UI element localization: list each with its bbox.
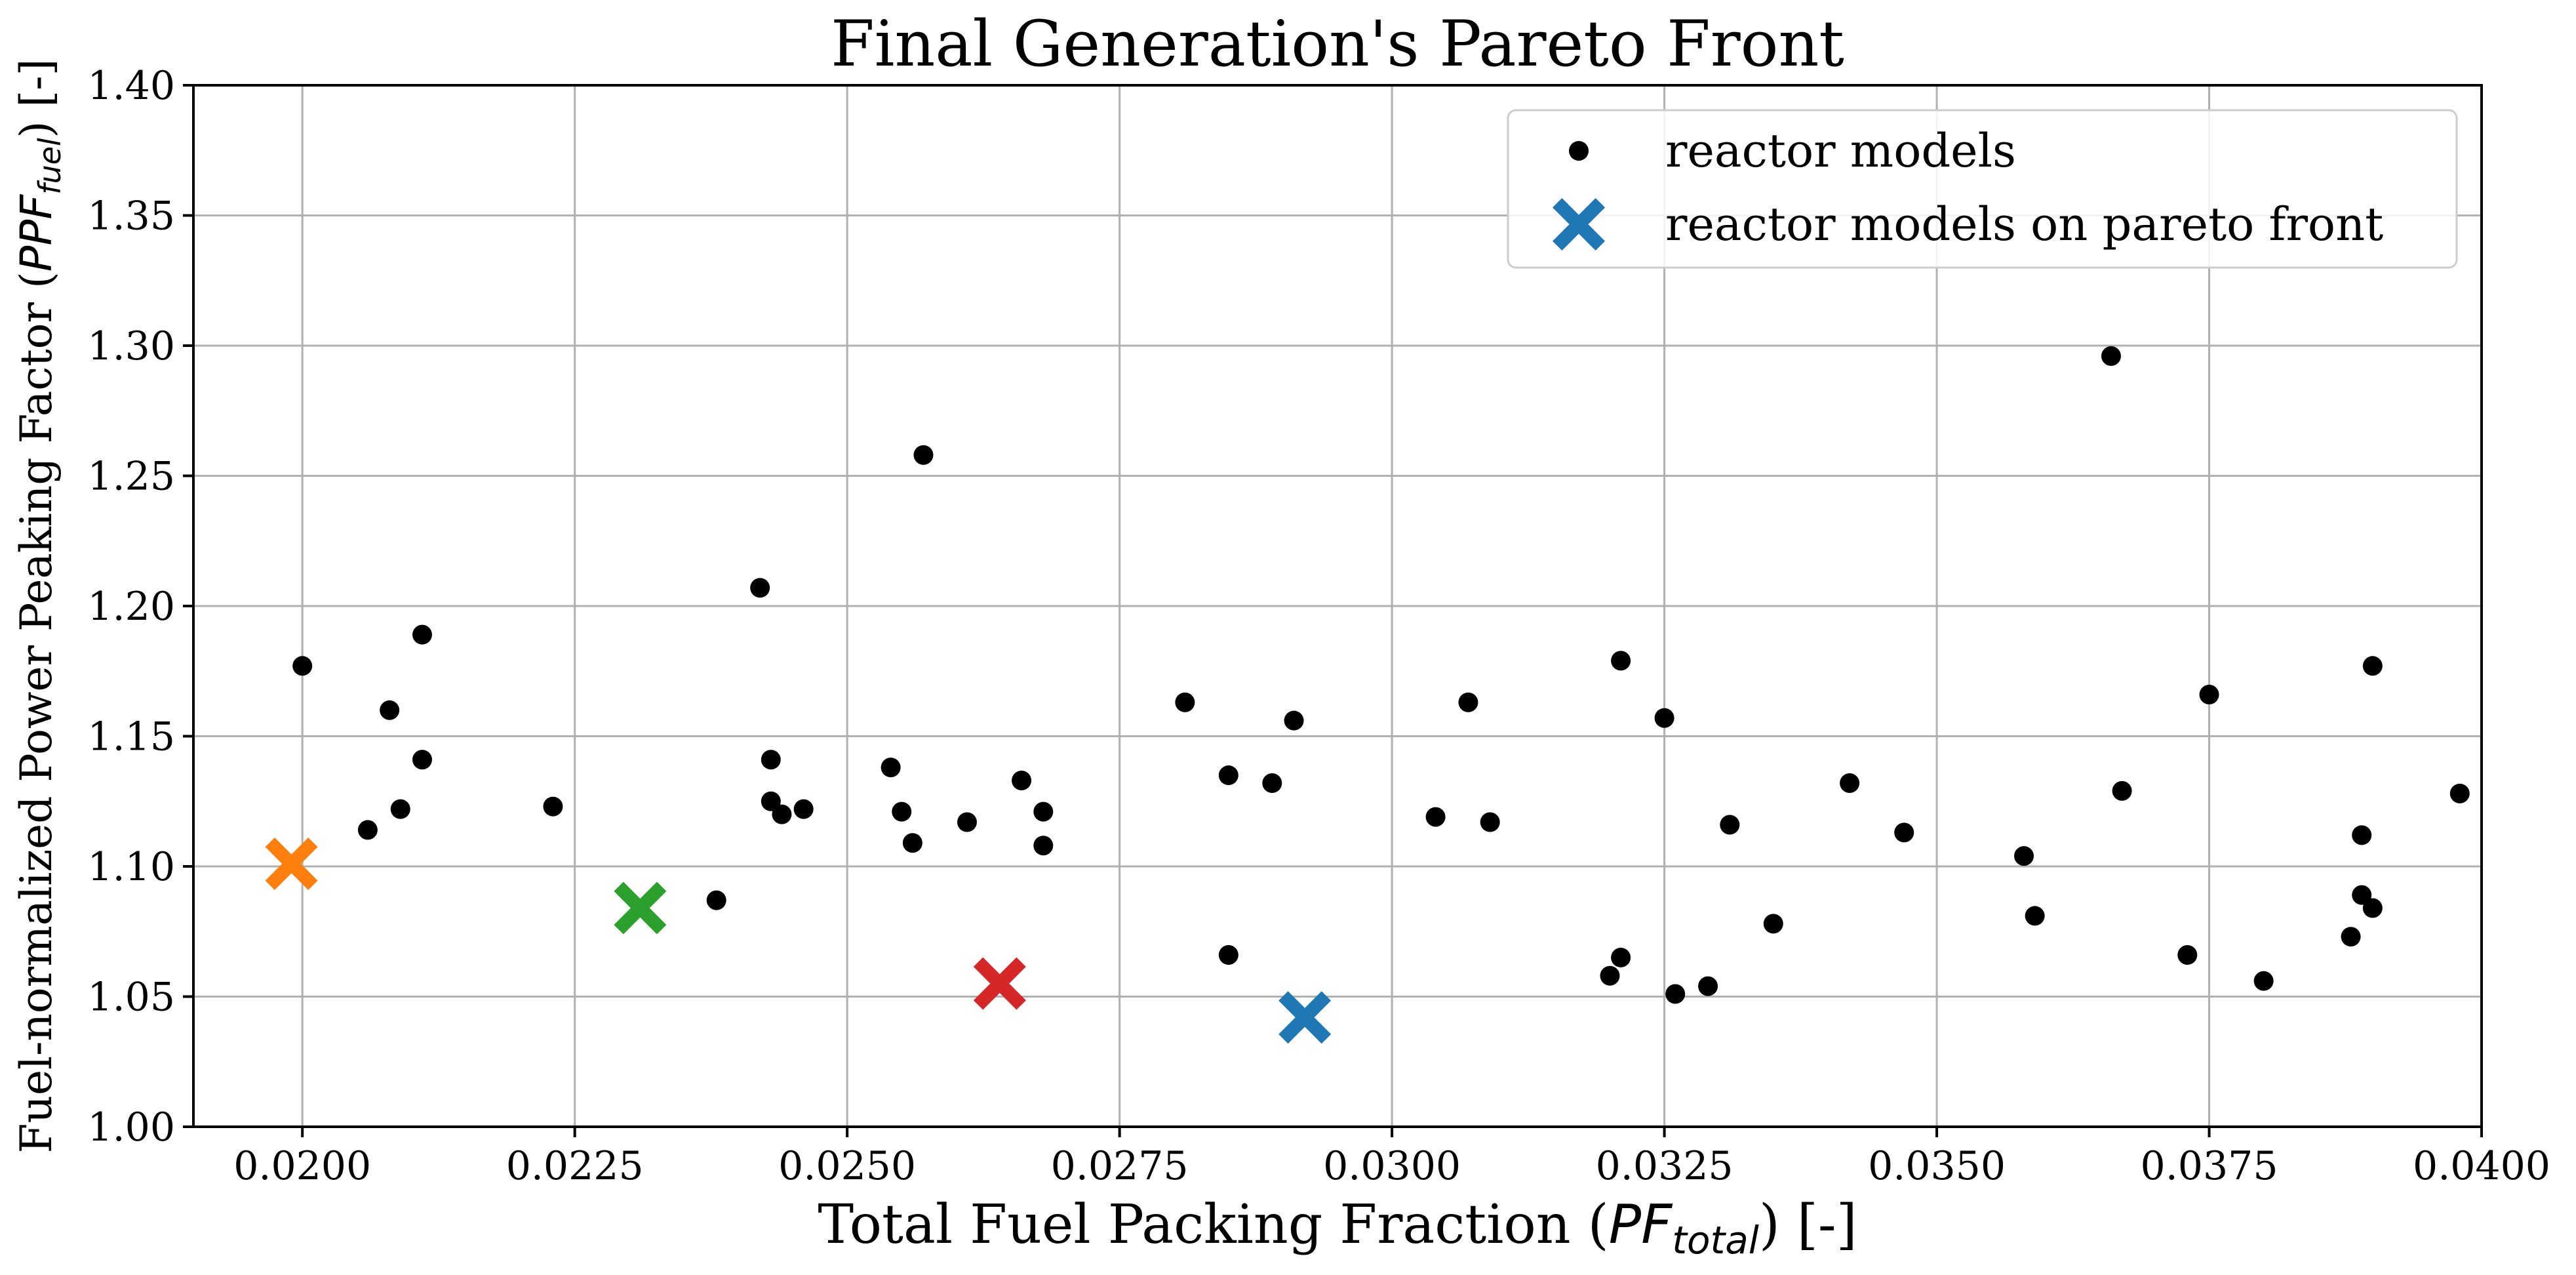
legend-x-marker: [1553, 198, 1605, 251]
reactor-model-point: [2101, 346, 2121, 366]
x-tick-label: 0.0275: [1051, 1143, 1189, 1189]
plot-frame: [192, 84, 2483, 1128]
reactor-model-point: [1218, 765, 1238, 786]
x-tick-label: 0.0325: [1596, 1143, 1734, 1189]
pareto-front-point: [265, 838, 318, 891]
reactor-model-point: [412, 624, 432, 645]
y-axis-label: Fuel-normalized Power Peaking Factor (PP…: [11, 59, 68, 1154]
reactor-model-point: [1611, 947, 1631, 967]
legend-dot-marker: [1569, 141, 1589, 161]
reactor-model-point: [761, 750, 781, 770]
reactor-model-point: [2177, 944, 2198, 965]
reactor-model-point: [390, 799, 410, 819]
reactor-model-point: [892, 801, 912, 822]
reactor-model-point: [2352, 885, 2372, 905]
reactor-model-point: [1458, 692, 1478, 712]
reactor-model-point: [1284, 710, 1304, 731]
y-tick-label: 1.20: [87, 584, 175, 630]
legend-label: reactor models: [1665, 124, 2016, 178]
reactor-model-point: [543, 796, 563, 817]
reactor-model-point: [2199, 684, 2219, 704]
reactor-model-point: [706, 890, 726, 910]
reactor-model-point: [380, 700, 400, 720]
reactor-model-point: [1840, 773, 1860, 793]
reactor-model-point: [1262, 773, 1282, 793]
x-tick-label: 0.0300: [1323, 1143, 1461, 1189]
reactor-model-point: [292, 656, 313, 676]
reactor-model-point: [1600, 965, 1620, 986]
data-points: [265, 346, 2470, 1044]
axis-ticks: 0.0200 0.0225 0.0250 0.0275 0.0300 0.0325 0.03…: [87, 63, 2550, 1189]
y-tick-label: 1.25: [87, 454, 175, 500]
reactor-model-point: [1175, 692, 1195, 712]
reactor-model-point: [2112, 780, 2132, 801]
reactor-model-point: [793, 799, 814, 819]
legend-box: [1507, 109, 2458, 269]
reactor-model-point: [1763, 914, 1783, 934]
x-tick-label: 0.0250: [778, 1143, 916, 1189]
x-tick-label: 0.0225: [506, 1143, 644, 1189]
reactor-model-point: [761, 791, 781, 811]
reactor-model-point: [412, 750, 432, 770]
y-tick-label: 1.15: [87, 714, 175, 760]
chart-title: Final Generation's Pareto Front: [831, 7, 1844, 81]
y-tick-label: 1.10: [87, 844, 175, 890]
legend: reactor models reactor models on pareto f…: [1507, 109, 2458, 269]
y-tick-label: 1.00: [87, 1104, 175, 1150]
reactor-model-point: [2253, 971, 2274, 991]
x-tick-label: 0.0200: [233, 1143, 371, 1189]
legend-label: reactor models on pareto front: [1665, 197, 2383, 251]
reactor-model-point: [1665, 984, 1686, 1004]
y-tick-label: 1.30: [87, 323, 175, 369]
reactor-model-point: [2352, 825, 2372, 845]
reactor-model-point: [1425, 807, 1446, 827]
reactor-model-point: [2341, 927, 2361, 947]
reactor-model-point: [1720, 815, 1740, 835]
reactor-model-point: [902, 833, 922, 853]
pareto-front-point: [1278, 991, 1332, 1044]
reactor-model-point: [1218, 944, 1238, 965]
pareto-front-point: [973, 957, 1026, 1010]
reactor-model-point: [1480, 812, 1500, 832]
reactor-model-point: [1894, 822, 1914, 843]
reactor-model-point: [913, 445, 934, 465]
y-tick-label: 1.05: [87, 975, 175, 1021]
y-tick-label: 1.40: [87, 63, 175, 109]
reactor-model-point: [2449, 783, 2470, 803]
reactor-model-point: [750, 578, 770, 598]
reactor-model-point: [1033, 801, 1054, 822]
reactor-model-point: [1654, 708, 1674, 728]
y-tick-label: 1.35: [87, 193, 175, 239]
x-axis-label: Total Fuel Packing Fraction (PFtotal) [-…: [818, 1194, 1857, 1263]
reactor-model-point: [1611, 651, 1631, 671]
reactor-model-point: [2362, 898, 2383, 918]
reactor-model-point: [1012, 770, 1032, 790]
reactor-model-point: [772, 804, 792, 824]
reactor-model-point: [957, 812, 977, 832]
reactor-model-point: [2014, 846, 2034, 866]
x-tick-label: 0.0375: [2141, 1143, 2278, 1189]
reactor-model-point: [881, 758, 901, 778]
reactor-model-point: [2362, 656, 2383, 676]
reactor-model-point: [1698, 976, 1718, 996]
reactor-model-point: [357, 820, 378, 840]
reactor-model-point: [2025, 906, 2045, 926]
x-tick-label: 0.0400: [2413, 1143, 2550, 1189]
reactor-model-point: [1033, 836, 1054, 856]
x-tick-label: 0.0350: [1868, 1143, 2006, 1189]
pareto-front-point: [614, 881, 667, 935]
